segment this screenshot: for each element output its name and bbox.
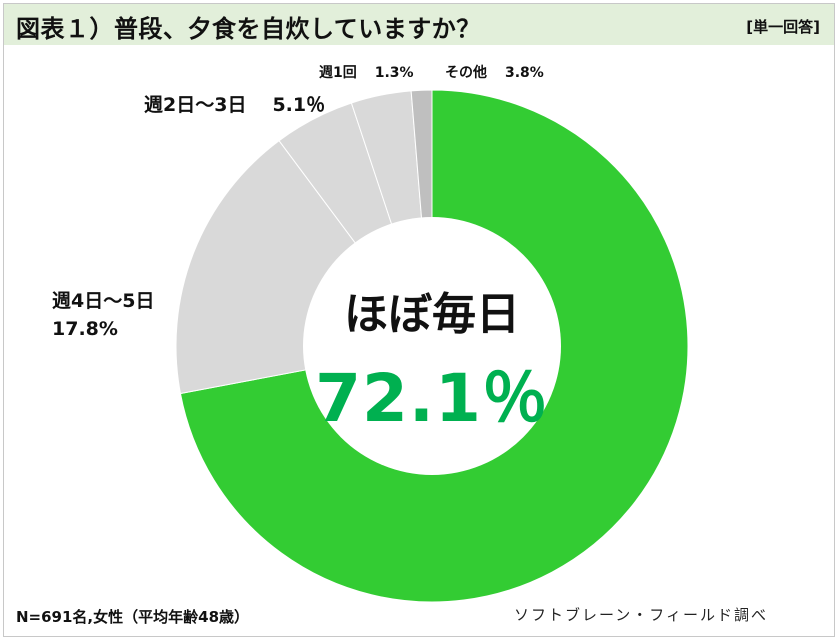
label-other-value: 3.8% [505,65,544,81]
sample-note: N=691名,女性（平均年齢48歳） [16,608,250,626]
label-weekly-1-name: 週1回 [319,65,357,81]
chart-title: 図表１）普段、夕食を自炊していますか？ [16,15,481,43]
answer-type-badge: [単一回答] [746,18,820,36]
label-other: その他 3.8% [445,62,544,82]
label-weekly-4-5-value: 17.8% [52,318,118,340]
label-weekly-2-3: 週2日～3日 5.1％ [144,90,325,117]
label-weekly-4-5-name: 週4日～5日 [52,290,155,312]
source-credit: ソフトブレーン・フィールド調べ [514,606,768,624]
donut-hole [303,217,561,475]
label-other-name: その他 [445,65,487,81]
label-weekly-1: 週1回 1.3% [319,62,414,82]
label-weekly-2-3-name: 週2日～3日 [144,94,247,116]
label-weekly-4-5: 週4日～5日 17.8% [52,287,154,343]
center-value-label: 72.1％ [315,360,549,437]
center-category-label: ほぼ毎日 [344,289,520,340]
title-bar: 図表１）普段、夕食を自炊していますか？ [単一回答] [4,4,834,45]
label-weekly-2-3-value: 5.1％ [272,94,326,116]
label-weekly-1-value: 1.3% [374,65,414,81]
